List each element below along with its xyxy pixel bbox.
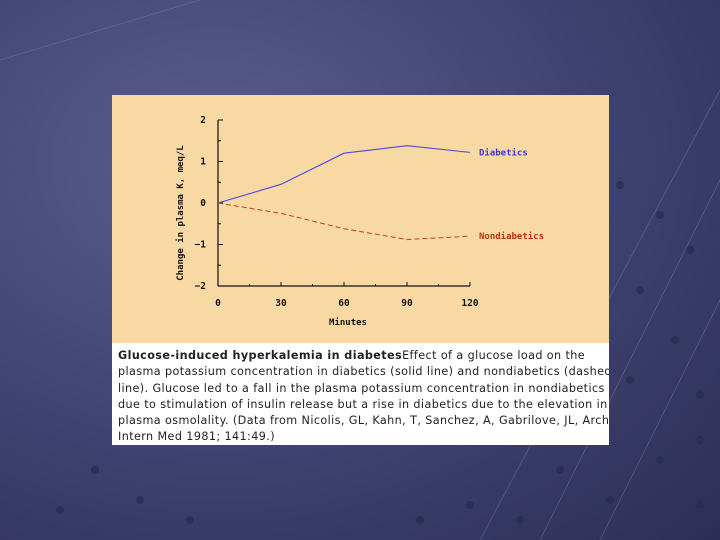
chart-panel: 2 1 0 −1 −2 0 30 60 90 120 Minutes Change in plasma… [112,95,609,343]
y-axis-title: Change in plasma K, meq/L [175,145,186,281]
x-tick-label: 0 [215,298,221,309]
x-tick-label: 60 [338,298,350,309]
caption-text-1: Effect of a glucose load on the [402,349,586,362]
figure-caption: Glucose-induced hyperkalemia in diabetes… [118,348,609,445]
series-label-diabetics: Diabetics [479,147,528,158]
caption-title: Glucose-induced hyperkalemia in diabetes [118,349,403,362]
y-tick-label: 2 [200,115,206,126]
caption-line-4: due to stimulation of insulin release bu… [118,397,608,411]
x-tick-label: 90 [401,298,413,309]
slide-card: 2 1 0 −1 −2 0 30 60 90 120 Minutes Change in plasma… [112,95,609,445]
x-axis-title: Minutes [329,317,367,328]
caption-line-1: Glucose-induced hyperkalemia in diabetes… [118,348,609,364]
series-line-diabetics [217,145,471,204]
caption-line-5: plasma osmolality. (Data from Nicolis, G… [118,414,609,428]
series-line-nondiabetics [217,202,471,241]
y-tick-label: 0 [200,198,206,209]
x-tick-label: 120 [461,298,478,309]
caption-line-6: Intern Med 1981; 141:49.) [118,430,275,444]
x-tick-label: 30 [275,298,287,309]
series-label-nondiabetics: Nondiabetics [479,231,544,242]
y-tick-label: −2 [195,281,206,292]
y-tick-label: 1 [200,157,206,168]
caption-line-2: plasma potassium concentration in diabet… [118,365,609,379]
caption-line-3: line). Glucose led to a fall in the plas… [118,381,605,395]
y-tick-label: −1 [195,240,207,251]
line-chart: 2 1 0 −1 −2 0 30 60 90 120 Minutes Change in plasma… [175,115,544,328]
